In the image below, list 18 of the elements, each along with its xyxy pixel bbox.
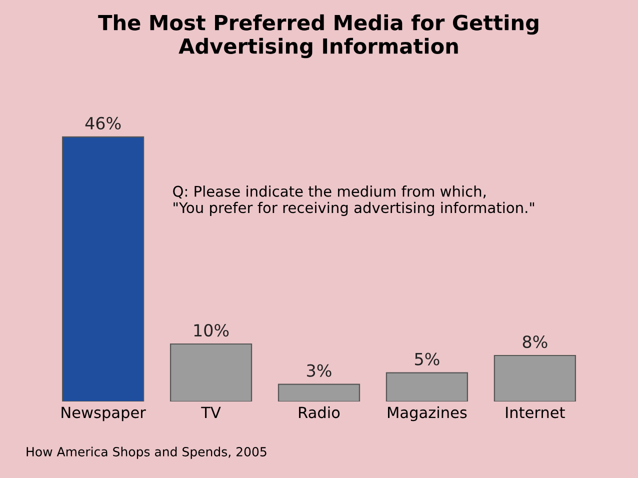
data-label: 10% (194, 324, 229, 337)
x-tick-label: Newspaper (62, 406, 146, 422)
annotation: Q: Please indicate the medium from which, "You prefer for receiving advertising information." (173, 186, 534, 216)
text: How America Shops and Spends, 2005 (26, 446, 266, 459)
x-tick-label: Internet (506, 406, 565, 418)
data-label: 3% (307, 364, 332, 377)
bar (170, 343, 252, 402)
data-label: 46% (85, 116, 121, 130)
bar (386, 372, 468, 402)
bar (278, 384, 360, 402)
x-tick-label: Magazines (388, 406, 467, 422)
data-label: 8% (522, 336, 548, 348)
bar (494, 354, 576, 402)
data-label: 5% (415, 352, 440, 366)
x-tick-label: Radio (299, 406, 340, 418)
x-tick-label: TV (201, 406, 221, 418)
bar (62, 136, 144, 402)
chart-title: The Most Preferred Media for Getting Advertising Information (98, 14, 538, 58)
